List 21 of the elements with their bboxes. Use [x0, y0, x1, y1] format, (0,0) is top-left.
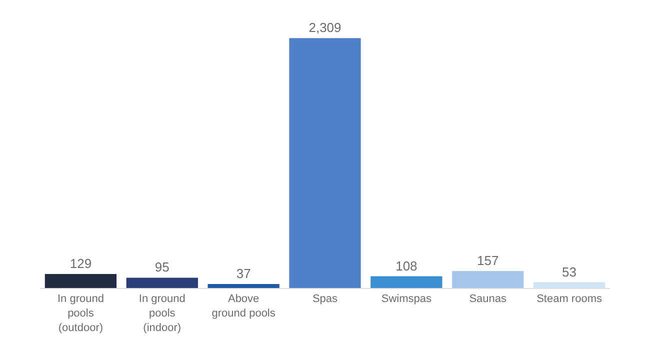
data-label: 2,309 [308, 20, 342, 36]
data-label: 108 [396, 258, 418, 274]
bar [126, 278, 198, 288]
x-tick-label: In ground pools (indoor) [138, 293, 186, 334]
bar [289, 38, 361, 288]
x-tick-label: Above ground pools [212, 293, 276, 320]
data-label: 95 [154, 260, 170, 275]
bar [370, 276, 442, 288]
bar [452, 271, 524, 288]
data-label: 157 [477, 253, 499, 268]
data-label: 37 [236, 266, 251, 281]
x-tick-label: In ground pools (outdoor) [57, 293, 104, 334]
x-tick-label: Spas [312, 293, 338, 306]
data-label: 129 [70, 256, 92, 272]
x-tick-label: Saunas [469, 293, 508, 306]
x-tick-label: Steam rooms [536, 293, 602, 306]
bar [44, 274, 117, 288]
x-tick-label: Swimspas [381, 293, 432, 306]
data-label: 53 [562, 264, 577, 280]
bar [533, 282, 606, 288]
bar [208, 284, 280, 288]
